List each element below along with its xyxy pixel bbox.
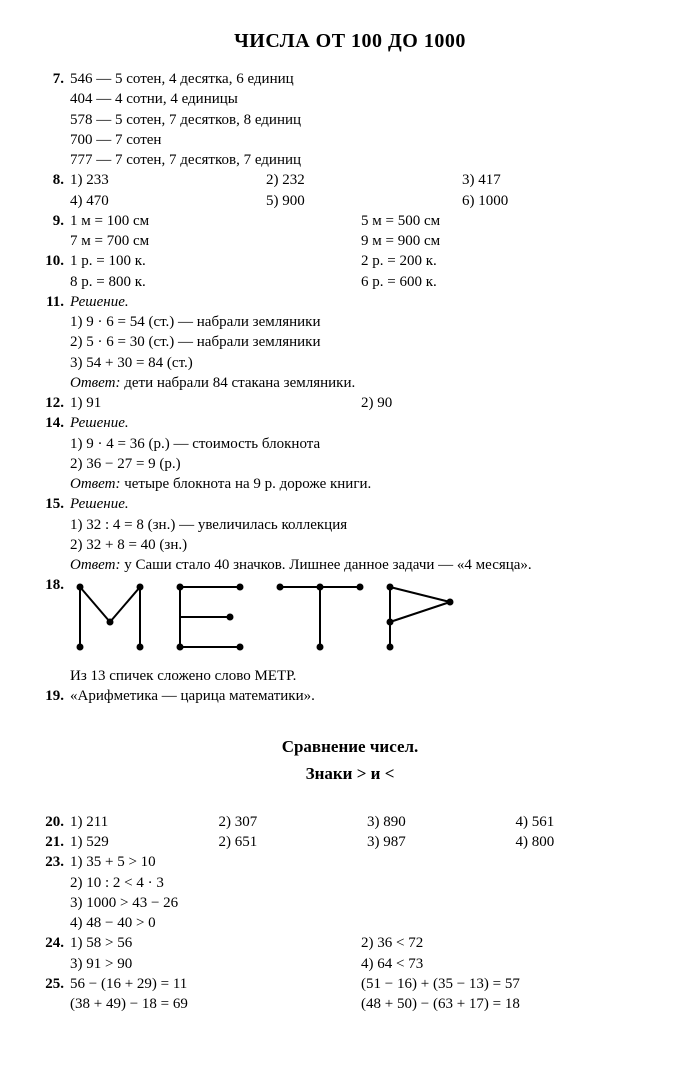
answer: 1) 233 — [70, 170, 266, 190]
answer: 3) 987 — [367, 832, 516, 852]
cmp: 2) 36 < 72 — [361, 933, 652, 953]
problem-19: 19. «Арифметика — царица математики». — [36, 686, 664, 706]
line: 578 — 5 сотен, 7 десятков, 8 единиц — [70, 110, 664, 130]
eq: 1 м = 100 см — [70, 211, 361, 231]
answer: 4) 800 — [516, 832, 665, 852]
problem-number: 25. — [36, 974, 70, 1015]
problem-14: 14. Решение. 1) 9 · 4 = 36 (р.) — стоимо… — [36, 413, 664, 494]
page: ЧИСЛА ОТ 100 ДО 1000 7. 546 — 5 сотен, 4… — [0, 0, 700, 1087]
problem-11: 11. Решение. 1) 9 · 6 = 54 (ст.) — набра… — [36, 292, 664, 393]
eq: 9 м = 900 см — [361, 231, 652, 251]
line: 2) 10 : 2 < 4 · 3 — [70, 873, 664, 893]
answer-text: у Саши стало 40 значков. Лишнее данное з… — [120, 557, 531, 573]
solution-heading: Решение. — [70, 292, 664, 312]
problem-23: 23. 1) 35 + 5 > 10 2) 10 : 2 < 4 · 3 3) … — [36, 852, 664, 933]
eq: 1 р. = 100 к. — [70, 251, 361, 271]
problem-number: 12. — [36, 393, 70, 413]
problem-9: 9. 1 м = 100 см 5 м = 500 см 7 м = 700 с… — [36, 211, 664, 252]
line: 1) 32 : 4 = 8 (зн.) — увеличилась коллек… — [70, 515, 664, 535]
problem-number: 8. — [36, 170, 70, 211]
problem-18: 18. Из 13 спичек сложено слово МЕТР. — [36, 575, 664, 686]
problem-number: 21. — [36, 832, 70, 852]
answer: 3) 890 — [367, 812, 516, 832]
problem-number: 10. — [36, 251, 70, 292]
problem-7: 7. 546 — 5 сотен, 4 десятка, 6 единиц 40… — [36, 69, 664, 170]
problem-10: 10. 1 р. = 100 к. 2 р. = 200 к. 8 р. = 8… — [36, 251, 664, 292]
eq: 2 р. = 200 к. — [361, 251, 652, 271]
line: 4) 48 − 40 > 0 — [70, 913, 664, 933]
eq: 6 р. = 600 к. — [361, 272, 652, 292]
answer: 2) 651 — [219, 832, 368, 852]
answer: 2) 90 — [361, 393, 652, 413]
problem-21: 21. 1) 529 2) 651 3) 987 4) 800 — [36, 832, 664, 852]
answer: 4) 470 — [70, 191, 266, 211]
line: 546 — 5 сотен, 4 десятка, 6 единиц — [70, 69, 664, 89]
subheading-line2: Знаки > и < — [36, 763, 664, 786]
line: 2) 5 · 6 = 30 (ст.) — набрали земляники — [70, 332, 664, 352]
answer: 2) 232 — [266, 170, 462, 190]
answer-label: Ответ: — [70, 476, 120, 492]
problem-number: 15. — [36, 494, 70, 575]
answer: 5) 900 — [266, 191, 462, 211]
problem-number: 20. — [36, 812, 70, 832]
problem-8: 8. 1) 233 2) 232 3) 417 4) 470 5) 900 6)… — [36, 170, 664, 211]
cmp: 4) 64 < 73 — [361, 954, 652, 974]
line: 1) 35 + 5 > 10 — [70, 852, 664, 872]
eq: 8 р. = 800 к. — [70, 272, 361, 292]
problem-20: 20. 1) 211 2) 307 3) 890 4) 561 — [36, 812, 664, 832]
problem-number: 14. — [36, 413, 70, 494]
problem-25: 25. 56 − (16 + 29) = 11 (51 − 16) + (35 … — [36, 974, 664, 1015]
matchstick-figure — [70, 577, 490, 657]
answer-text: четыре блокнота на 9 р. дороже книги. — [120, 476, 371, 492]
eq: 5 м = 500 см — [361, 211, 652, 231]
problem-number: 23. — [36, 852, 70, 933]
eq: (51 − 16) + (35 − 13) = 57 — [361, 974, 652, 994]
answer-label: Ответ: — [70, 557, 120, 573]
page-title: ЧИСЛА ОТ 100 ДО 1000 — [36, 28, 664, 55]
answer: 4) 561 — [516, 812, 665, 832]
eq: 7 м = 700 см — [70, 231, 361, 251]
answer: 1) 211 — [70, 812, 219, 832]
cmp: 3) 91 > 90 — [70, 954, 361, 974]
line: 700 — 7 сотен — [70, 130, 664, 150]
line: 1) 9 · 4 = 36 (р.) — стоимость блокнота — [70, 434, 664, 454]
answer: 1) 91 — [70, 393, 361, 413]
line: 404 — 4 сотни, 4 единицы — [70, 89, 664, 109]
answer: 1) 529 — [70, 832, 219, 852]
eq: 56 − (16 + 29) = 11 — [70, 974, 361, 994]
line: 777 — 7 сотен, 7 десятков, 7 единиц — [70, 150, 664, 170]
answer-label: Ответ: — [70, 375, 120, 391]
line: 3) 54 + 30 = 84 (ст.) — [70, 353, 664, 373]
solution-heading: Решение. — [70, 413, 664, 433]
problem-number: 19. — [36, 686, 70, 706]
problem-number: 9. — [36, 211, 70, 252]
quote-text: «Арифметика — царица математики». — [70, 686, 664, 706]
cmp: 1) 58 > 56 — [70, 933, 361, 953]
line: 1) 9 · 6 = 54 (ст.) — набрали земляники — [70, 312, 664, 332]
subheading-line1: Сравнение чисел. — [36, 736, 664, 759]
answer-text: дети набрали 84 стакана земляники. — [120, 375, 355, 391]
solution-heading: Решение. — [70, 494, 664, 514]
line: 2) 32 + 8 = 40 (зн.) — [70, 535, 664, 555]
problem-12: 12. 1) 91 2) 90 — [36, 393, 664, 413]
problem-24: 24. 1) 58 > 56 2) 36 < 72 3) 91 > 90 4) … — [36, 933, 664, 974]
answer: 6) 1000 — [462, 191, 658, 211]
problem-number: 11. — [36, 292, 70, 393]
eq: (48 + 50) − (63 + 17) = 18 — [361, 994, 652, 1014]
line: 3) 1000 > 43 − 26 — [70, 893, 664, 913]
problem-number: 7. — [36, 69, 70, 170]
line: 2) 36 − 27 = 9 (р.) — [70, 454, 664, 474]
problem-15: 15. Решение. 1) 32 : 4 = 8 (зн.) — увели… — [36, 494, 664, 575]
answer: 3) 417 — [462, 170, 658, 190]
eq: (38 + 49) − 18 = 69 — [70, 994, 361, 1014]
figure-caption: Из 13 спичек сложено слово МЕТР. — [70, 666, 664, 686]
problem-number: 18. — [36, 575, 70, 686]
answer: 2) 307 — [219, 812, 368, 832]
problem-number: 24. — [36, 933, 70, 974]
